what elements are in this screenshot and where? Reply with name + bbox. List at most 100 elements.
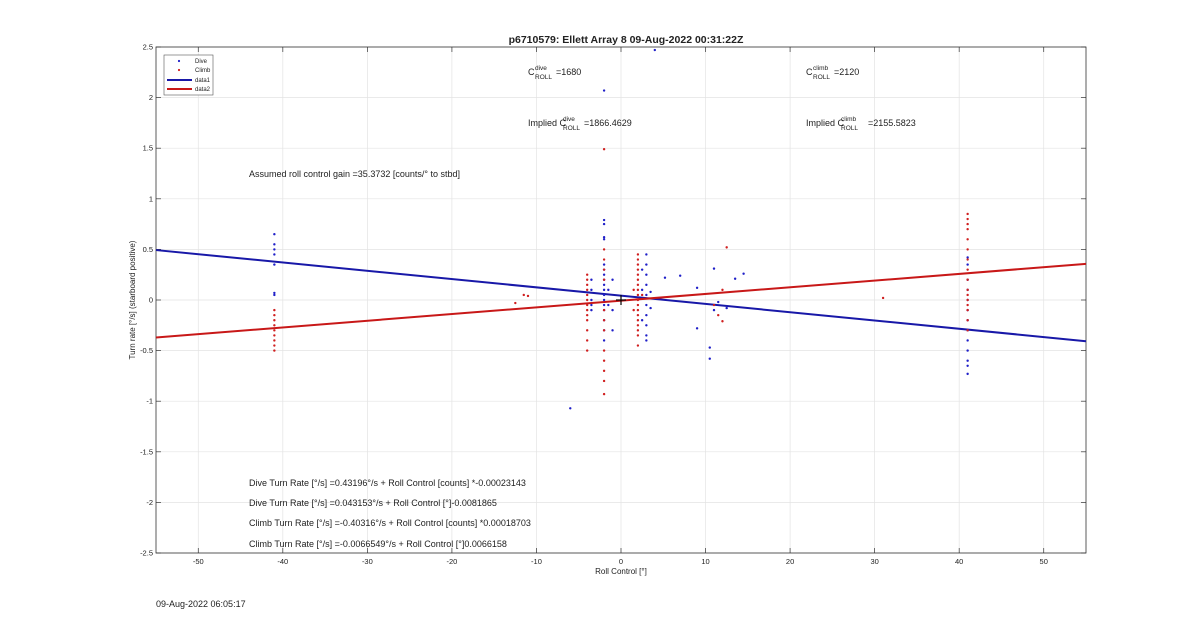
climb-point [966,278,969,281]
climb-point [636,258,640,261]
dive-point [645,339,648,342]
climb-point [273,324,276,327]
climb-point [966,212,969,216]
x-tick-label: -20 [446,557,457,566]
dive-point [590,303,593,307]
x-tick-label: -40 [277,557,288,566]
y-tick-label: -2.5 [140,549,153,558]
dive-point [590,298,593,302]
svg-text:climb: climb [841,116,857,123]
climb-point [721,288,724,292]
climb-point [585,308,589,312]
fit-line-climb-counts: Climb Turn Rate [°/s] =-0.40316°/s + Rol… [249,518,531,528]
dive-point [569,407,572,410]
dive-point [645,283,648,287]
climb-point [585,319,589,322]
dive-point [273,248,276,251]
fit-line-climb-degrees: Climb Turn Rate [°/s] =-0.0066549°/s + R… [249,539,507,549]
climb-point [966,288,969,292]
climb-point [636,278,640,281]
climb-point [636,298,640,302]
climb-point [636,263,640,266]
climb-point [585,349,589,352]
climb-point [966,258,969,261]
climb-point [636,324,640,327]
dive-point [602,303,606,307]
dive-point [645,293,648,297]
y-axis-label: Turn rate [°/s] (starboard positive) [128,240,137,359]
dive-point [966,263,969,266]
dive-point [966,359,969,362]
chart-title: p6710579: Ellett Array 8 09-Aug-2022 00:… [509,34,744,46]
climb-point [273,308,276,312]
dive-point [602,273,606,276]
implied-c-roll-climb: Implied C climb ROLL =2155.5823 [806,116,916,132]
climb-point [966,308,969,312]
climb-point [602,268,606,271]
y-tick-label: 1 [149,194,153,203]
dive-point [653,48,657,52]
dive-point [742,272,745,275]
climb-point [725,246,728,249]
climb-point [273,329,276,332]
svg-text:climb: climb [813,65,829,72]
climb-point [585,288,589,292]
dive-point [695,327,699,330]
climb-point [717,313,720,317]
legend-dive-marker [177,59,181,63]
climb-point [522,293,525,297]
climb-point [712,303,716,307]
dive-point [640,288,644,292]
svg-text:Implied C: Implied C [806,118,845,128]
svg-text:ROLL: ROLL [535,74,552,81]
dive-point [602,238,606,241]
dive-point [273,291,276,295]
climb-point [636,308,640,312]
legend-dive-label: Dive [195,59,208,65]
climb-point [636,319,640,322]
legend-data1-label: data1 [195,78,211,84]
svg-text:C: C [528,67,535,77]
climb-point [602,148,606,151]
dive-point [966,364,969,367]
dive-point [966,372,969,376]
climb-point [966,227,969,231]
climb-point [966,268,969,271]
implied-c-roll-dive: Implied C dive ROLL =1866.4629 [528,116,632,132]
y-tick-label: -0.5 [140,346,153,355]
climb-point [514,301,517,305]
climb-point [636,288,640,292]
climb-point [721,320,724,323]
climb-point [273,334,276,337]
legend: Dive Climb data1 data2 [163,54,214,96]
origin-cross-marker [616,295,626,305]
dive-point [645,253,648,256]
climb-point [632,288,635,292]
dive-point [663,276,667,279]
dive-point [611,308,614,312]
climb-point [966,293,969,297]
climb-point [966,238,969,241]
c-roll-dive-annotation: C dive ROLL =1680 [528,65,581,81]
climb-point [636,273,640,276]
x-tick-label: -10 [531,557,542,566]
x-tick-label: 40 [955,557,963,566]
fit-line-dive-degrees: Dive Turn Rate [°/s] =0.043153°/s + Roll… [249,498,497,508]
dive-point [645,263,648,266]
y-tick-label: 2.5 [143,43,153,52]
climb-point [602,359,606,362]
svg-text:=1866.4629: =1866.4629 [584,118,632,128]
climb-point [966,248,969,251]
climb-point [585,329,589,332]
climb-point [966,319,969,322]
climb-point [585,273,589,276]
climb-point [602,392,606,396]
dive-point [611,329,614,332]
dive-point [645,334,648,337]
climb-point [636,313,640,317]
dive-point [708,357,711,360]
y-tick-label: 0 [149,296,153,305]
dive-point [602,283,606,287]
dive-point [590,278,593,281]
climb-point [636,303,640,307]
